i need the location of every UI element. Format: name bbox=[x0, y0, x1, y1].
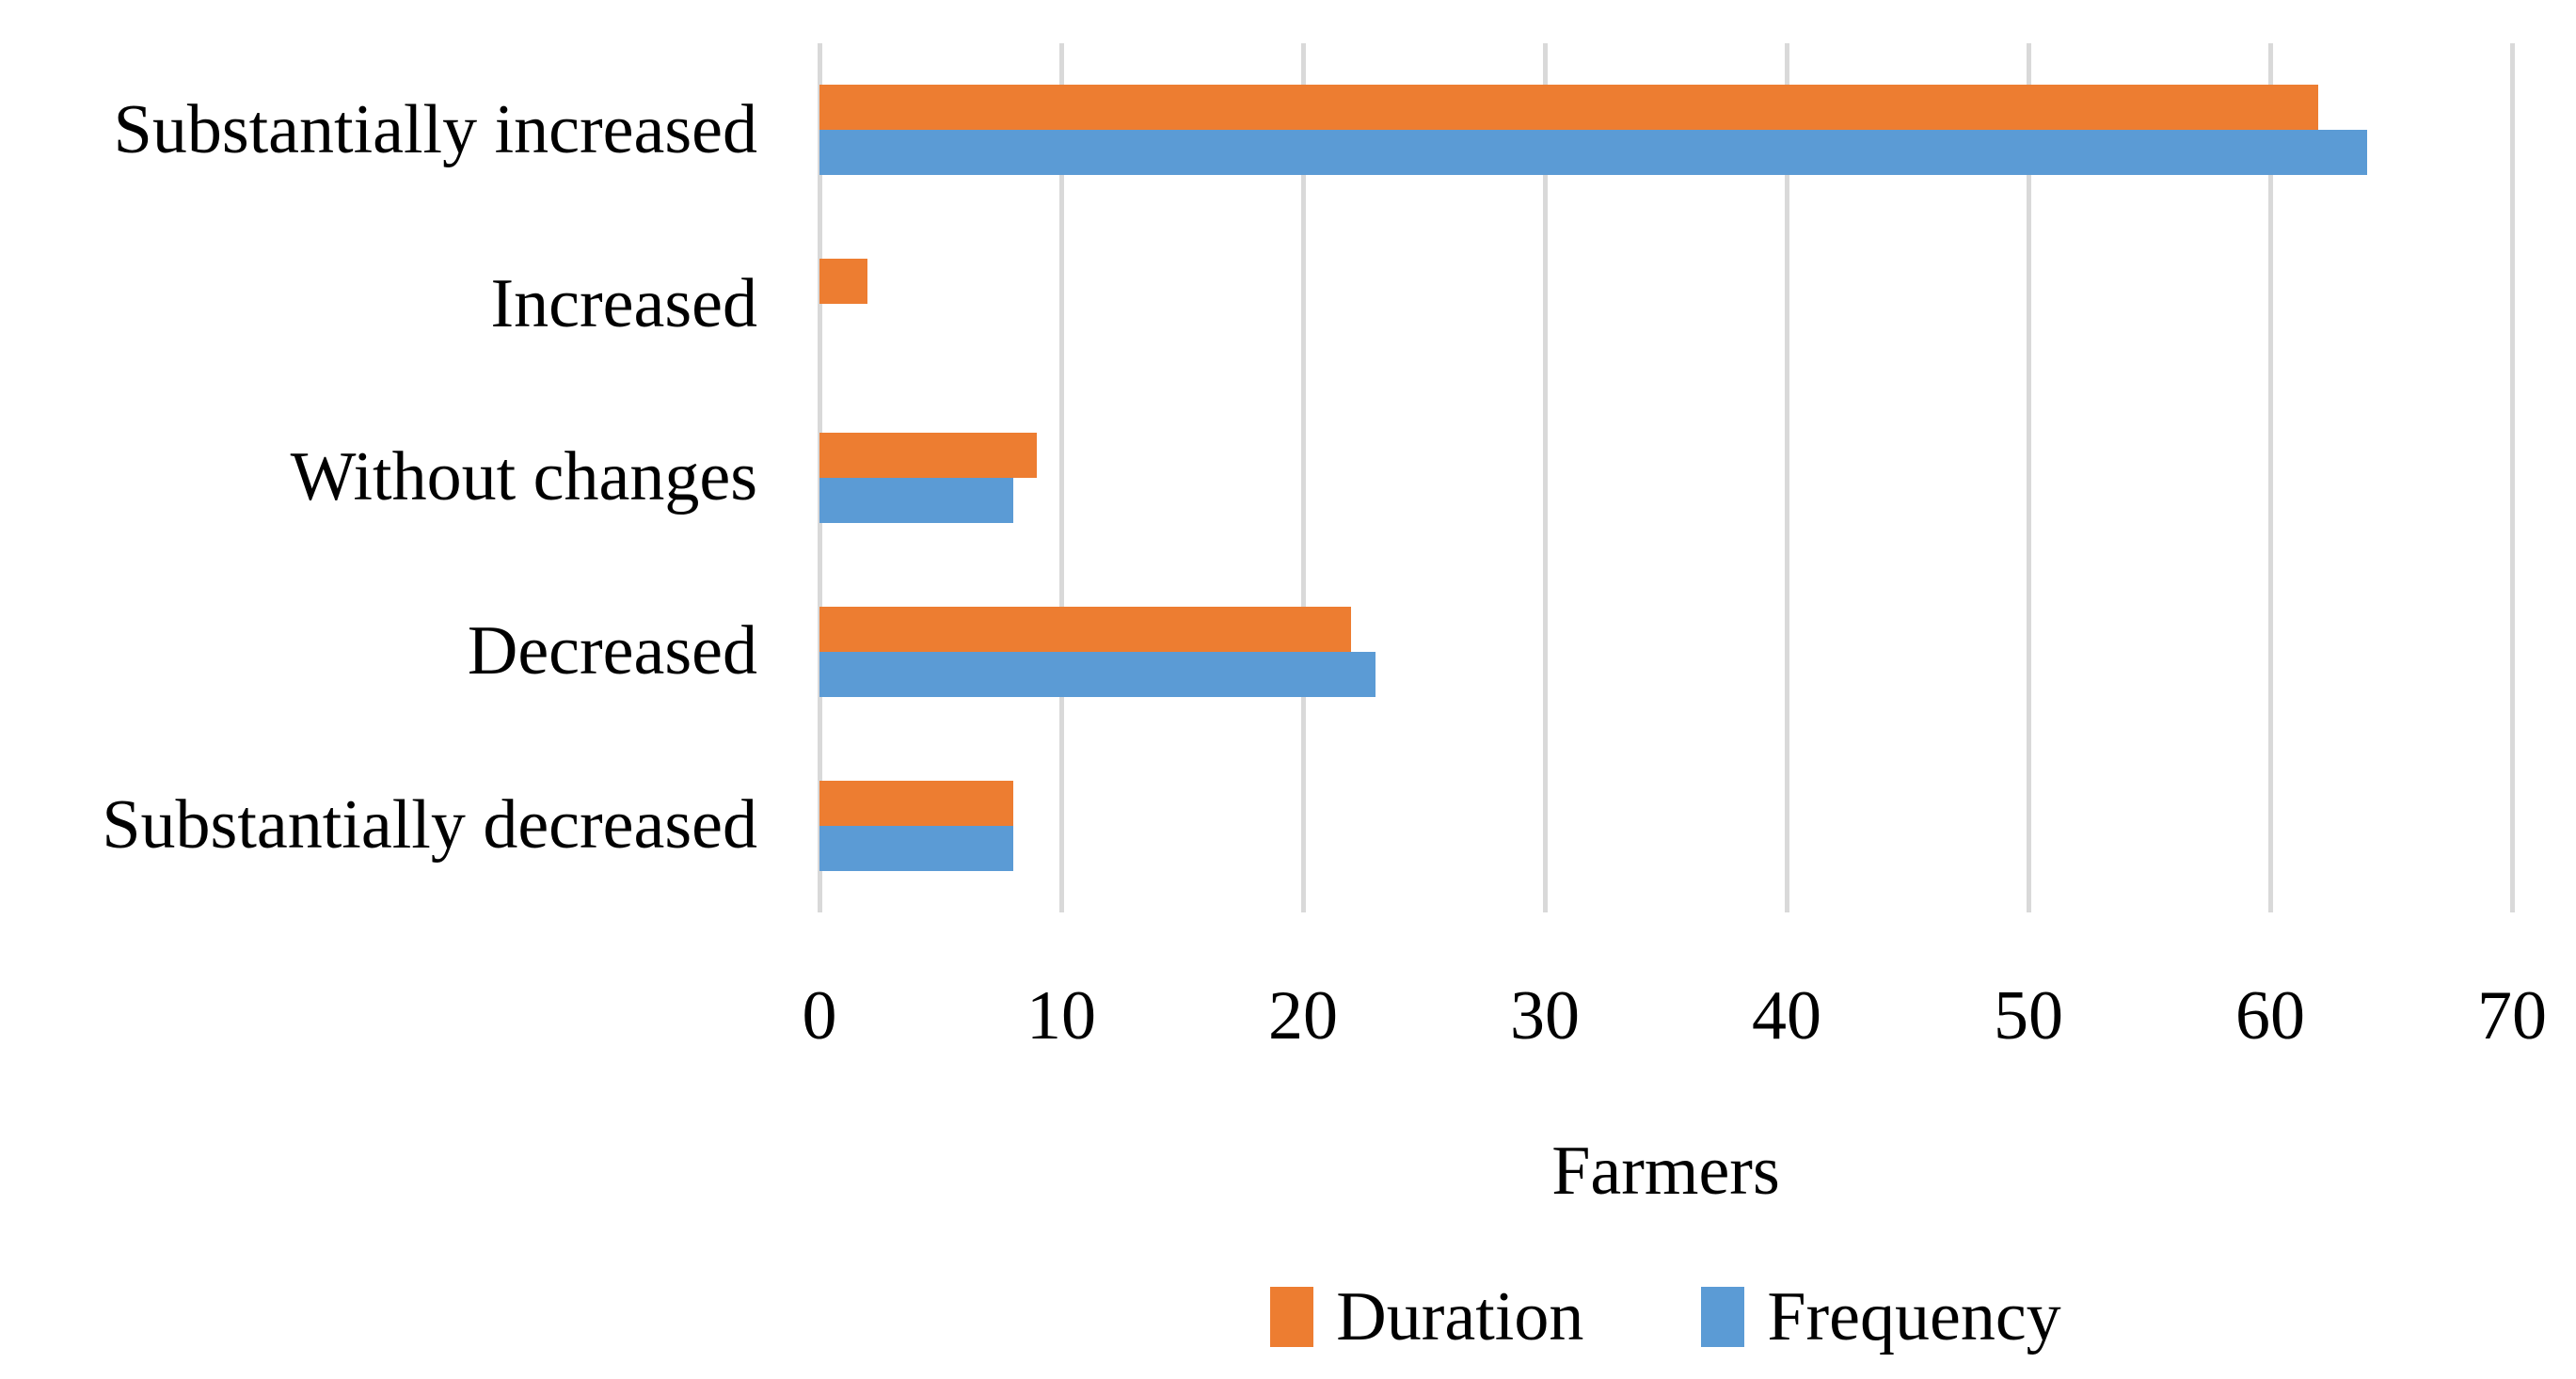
gridline-x-30 bbox=[1542, 43, 1548, 912]
legend-item-duration: Duration bbox=[1270, 1277, 1583, 1357]
x-tick-label-30: 30 bbox=[1510, 977, 1580, 1054]
category-axis-labels: Substantially increased Increased Without … bbox=[0, 43, 757, 912]
category-label-increased: Increased bbox=[490, 264, 757, 342]
bar-frequency-without-changes bbox=[819, 478, 1013, 523]
x-tick-label-50: 50 bbox=[1994, 977, 2063, 1054]
x-axis-tick-labels: 0 10 20 30 40 50 60 70 bbox=[803, 969, 2548, 1063]
legend-item-frequency: Frequency bbox=[1701, 1277, 2061, 1357]
category-label-without-changes: Without changes bbox=[290, 438, 757, 516]
x-tick-label-40: 40 bbox=[1752, 977, 1821, 1054]
x-tick-label-0: 0 bbox=[802, 977, 837, 1054]
legend-swatch-frequency bbox=[1701, 1287, 1745, 1347]
bar-duration-increased bbox=[819, 259, 868, 305]
gridline-x-10 bbox=[1058, 43, 1064, 912]
x-tick-label-10: 10 bbox=[1026, 977, 1096, 1054]
legend-label-frequency: Frequency bbox=[1767, 1277, 2061, 1355]
x-tick-label-60: 60 bbox=[2235, 977, 2305, 1054]
category-label-decreased: Decreased bbox=[467, 612, 757, 690]
bar-duration-without-changes bbox=[819, 433, 1038, 478]
gridline-x-40 bbox=[1784, 43, 1789, 912]
bar-duration-substantially-decreased bbox=[819, 780, 1013, 826]
category-label-substantially-increased: Substantially increased bbox=[113, 90, 757, 168]
gridline-x-20 bbox=[1300, 43, 1306, 912]
gridline-x-70 bbox=[2509, 43, 2515, 912]
bar-duration-decreased bbox=[819, 606, 1352, 652]
gridline-x-60 bbox=[2267, 43, 2273, 912]
legend-label-duration: Duration bbox=[1336, 1277, 1584, 1355]
legend: Duration Frequency bbox=[819, 1270, 2512, 1364]
bar-frequency-substantially-increased bbox=[819, 130, 2367, 176]
bar-frequency-substantially-decreased bbox=[819, 825, 1013, 871]
legend-swatch-duration bbox=[1270, 1287, 1314, 1347]
x-tick-label-70: 70 bbox=[2477, 977, 2547, 1054]
bar-frequency-decreased bbox=[819, 651, 1376, 697]
x-axis-title: Farmers bbox=[1551, 1133, 1780, 1210]
plot-area bbox=[817, 43, 2515, 912]
bar-duration-substantially-increased bbox=[819, 85, 2319, 131]
gridline-x-50 bbox=[2026, 43, 2031, 912]
x-tick-label-20: 20 bbox=[1268, 977, 1338, 1054]
category-label-substantially-decreased: Substantially decreased bbox=[102, 786, 757, 864]
